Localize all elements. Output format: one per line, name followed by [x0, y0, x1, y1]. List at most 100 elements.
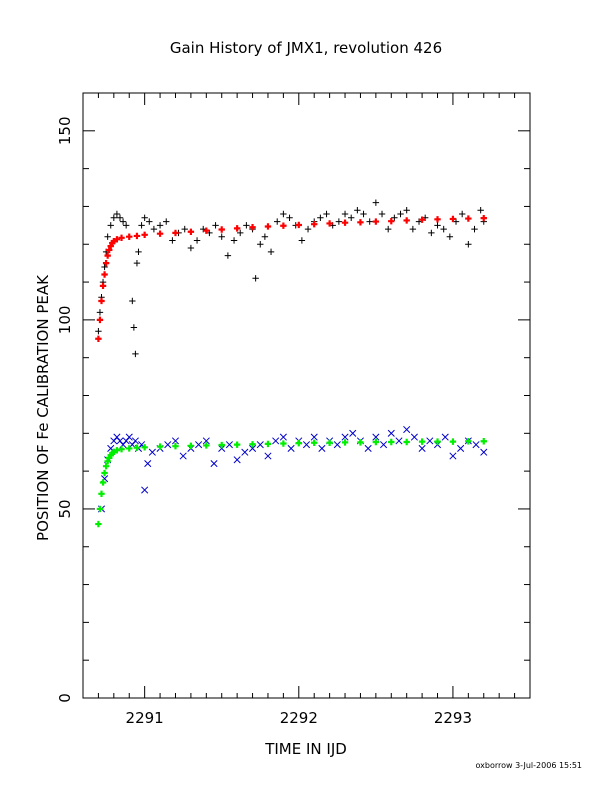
data-point: [218, 444, 226, 452]
y-axis-label: POSITION OF Fe CALIBRATION PEAK: [34, 274, 52, 541]
data-point: [224, 252, 232, 259]
data-point: [104, 233, 111, 240]
data-point: [341, 219, 349, 226]
data-point: [95, 520, 102, 528]
data-point: [104, 458, 111, 465]
x-axis-label: TIME IN IJD: [264, 740, 347, 758]
data-point: [378, 210, 386, 218]
data-point: [372, 438, 380, 446]
data-point: [409, 225, 417, 233]
data-point: [237, 229, 244, 237]
data-point: [471, 225, 478, 233]
data-point: [403, 425, 411, 434]
data-point: [187, 244, 195, 252]
data-point: [418, 444, 426, 452]
data-point: [395, 437, 403, 445]
y-tick-label: 150: [56, 116, 74, 145]
data-point: [156, 230, 164, 237]
y-tick-label: 100: [56, 306, 74, 335]
data-point: [99, 479, 107, 486]
data-point: [203, 227, 210, 234]
data-point: [341, 439, 349, 446]
data-point: [380, 441, 388, 449]
data-point: [366, 218, 373, 225]
data-point: [341, 433, 349, 441]
data-point: [298, 237, 306, 244]
data-point: [323, 210, 330, 218]
data-point: [403, 217, 410, 224]
data-point: [403, 207, 410, 214]
data-point: [310, 433, 318, 441]
data-point: [418, 216, 426, 223]
data-point: [218, 226, 225, 233]
data-point: [311, 439, 318, 446]
data-point: [126, 233, 133, 240]
data-point: [465, 215, 472, 222]
data-point: [457, 444, 465, 452]
data-point: [241, 448, 249, 456]
data-point: [256, 441, 264, 449]
data-point: [349, 429, 357, 437]
data-point: [172, 229, 179, 237]
data-point: [119, 218, 127, 225]
data-point: [125, 433, 133, 441]
data-point: [148, 448, 156, 456]
data-point: [233, 225, 241, 232]
footer-credit: oxborrow 3-Jul-2006 15:51: [475, 761, 582, 770]
data-point: [354, 207, 361, 214]
data-point: [372, 218, 380, 225]
data-point: [249, 224, 256, 231]
y-tick-label: 50: [56, 499, 74, 518]
data-point: [113, 236, 121, 243]
data-point: [96, 309, 104, 316]
data-point: [264, 440, 272, 448]
data-point: [480, 448, 488, 456]
data-point: [193, 237, 201, 244]
data-point: [126, 445, 133, 452]
x-tick-label: 2292: [280, 709, 318, 727]
data-point: [132, 350, 139, 358]
data-point: [280, 210, 287, 218]
data-point: [446, 233, 454, 240]
data-point: [434, 438, 441, 445]
data-point: [465, 241, 472, 248]
data-point: [477, 207, 484, 214]
data-point: [131, 437, 139, 445]
data-point: [163, 218, 170, 225]
data-point: [280, 440, 287, 447]
series-1: [95, 214, 487, 342]
data-point: [418, 438, 426, 445]
data-point: [101, 469, 108, 477]
data-point: [360, 210, 367, 218]
data-point: [135, 248, 142, 256]
data-point: [388, 438, 395, 446]
data-point: [434, 216, 441, 223]
y-axis-ticks: 0 50 100 150: [56, 92, 530, 703]
data-point: [264, 223, 272, 230]
data-point: [169, 237, 176, 244]
data-point: [287, 444, 295, 452]
data-point: [357, 439, 364, 446]
data-point: [333, 441, 341, 449]
data-point: [144, 460, 152, 468]
data-point: [243, 222, 250, 229]
data-point: [230, 237, 238, 244]
plot-frame: [82, 92, 531, 699]
data-point: [348, 214, 355, 221]
data-point: [122, 222, 130, 229]
data-point: [164, 441, 172, 449]
data-point: [130, 324, 138, 331]
data-point: [472, 441, 480, 449]
data-point: [387, 429, 395, 437]
data-point: [249, 441, 256, 448]
data-point: [434, 222, 441, 229]
data-point: [218, 233, 225, 240]
data-point: [280, 222, 287, 229]
data-point: [187, 228, 195, 235]
data-point: [195, 441, 203, 449]
data-point: [449, 215, 457, 223]
data-point: [480, 214, 487, 222]
data-point: [96, 316, 104, 324]
data-point: [364, 444, 372, 452]
data-point: [233, 456, 241, 464]
